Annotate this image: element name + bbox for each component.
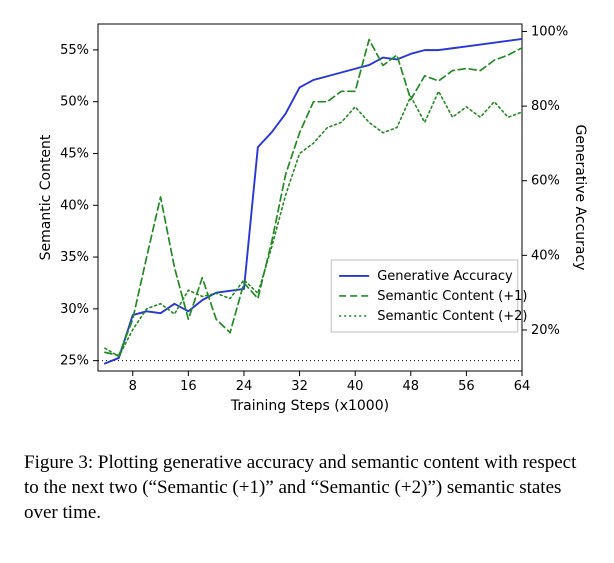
y-right-axis-label: Generative Accuracy xyxy=(572,125,588,271)
x-tick-label: 40 xyxy=(347,379,364,394)
y-right-tick-label: 40% xyxy=(531,248,560,263)
y-left-tick-label: 50% xyxy=(60,95,89,110)
x-tick-label: 48 xyxy=(403,379,420,394)
caption-text: Plotting generative accuracy and semanti… xyxy=(24,452,576,523)
line-chart: 8 16 24 32 40 48 56 64 25% 30% 35% 40% 45% 50% 55% 20% 4… xyxy=(20,10,594,425)
x-tick-label: 32 xyxy=(291,379,308,394)
y-left-tick-label: 40% xyxy=(60,198,89,213)
y-left-tick-label: 55% xyxy=(60,43,89,58)
x-tick-label: 24 xyxy=(236,379,253,394)
y-left-tick-label: 35% xyxy=(60,250,89,265)
x-axis-label: Training Steps (x1000) xyxy=(230,398,389,414)
x-tick-label: 16 xyxy=(180,379,197,394)
y-left-axis-label: Semantic Content xyxy=(38,134,54,260)
legend-label: Semantic Content (+2) xyxy=(377,309,527,324)
chart-area: 8 16 24 32 40 48 56 64 25% 30% 35% 40% 45% 50% 55% 20% 4… xyxy=(20,10,594,425)
y-left-tick-label: 45% xyxy=(60,146,89,161)
legend: Generative Accuracy Semantic Content (+1)… xyxy=(331,260,527,332)
x-tick-label: 56 xyxy=(458,379,475,394)
y-left-tick-label: 25% xyxy=(60,354,89,369)
y-right-tick-label: 60% xyxy=(531,174,560,189)
caption-prefix: Figure 3: xyxy=(24,452,98,473)
legend-label: Semantic Content (+1) xyxy=(377,289,527,304)
x-tick-label: 8 xyxy=(129,379,137,394)
y-right-tick-label: 20% xyxy=(531,323,560,338)
figure-caption: Figure 3: Plotting generative accuracy a… xyxy=(24,450,590,525)
y-left-tick-label: 30% xyxy=(60,302,89,317)
legend-label: Generative Accuracy xyxy=(377,269,513,284)
y-right-tick-label: 100% xyxy=(531,24,568,39)
x-tick-label: 64 xyxy=(514,379,531,394)
y-right-tick-label: 80% xyxy=(531,99,560,114)
figure-container: { "chart": { "type": "line", "width": 57… xyxy=(0,0,614,563)
